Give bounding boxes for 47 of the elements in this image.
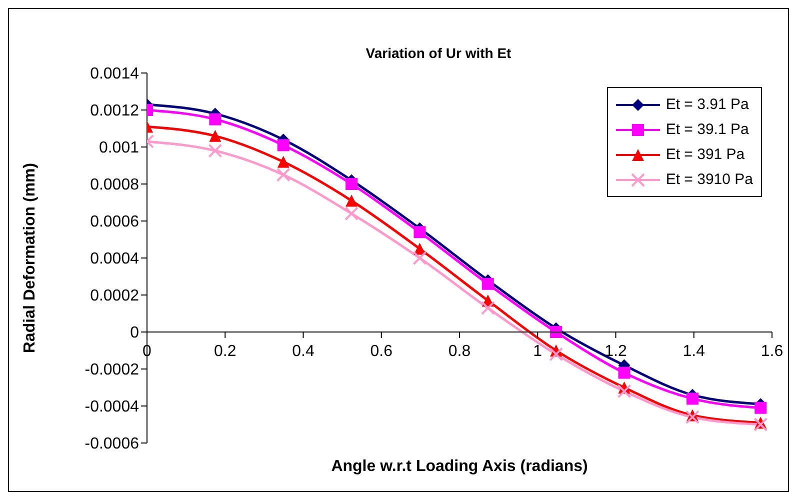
point — [482, 278, 494, 290]
legend-label: Et = 3.91 Pa — [666, 96, 749, 113]
y-tick-label: 0.0012 — [90, 102, 140, 120]
y-tick-label: -0.0004 — [84, 398, 140, 416]
chart-title: Variation of Ur with Et — [364, 45, 512, 61]
point — [344, 206, 359, 221]
point — [346, 178, 358, 190]
point — [346, 194, 358, 207]
y-tick-label: 0.0002 — [90, 288, 140, 305]
x-tick-label: 1.2 — [604, 343, 627, 360]
point — [209, 113, 222, 126]
point — [414, 226, 426, 238]
x-axis-title: Angle w.r.t Loading Axis (radians) — [331, 458, 588, 475]
y-tick-label: 0.0008 — [90, 176, 140, 194]
x-tick-label: 0.6 — [370, 343, 393, 360]
x-tick-label: 1.6 — [760, 343, 784, 360]
x-tick-label: 1.4 — [682, 343, 706, 360]
point — [549, 347, 564, 362]
x-tick-label: 0.4 — [292, 343, 314, 360]
y-tick-label: -0.0006 — [84, 436, 140, 453]
point — [685, 410, 700, 424]
x-tick-label: 0.2 — [214, 343, 236, 360]
point — [208, 144, 222, 158]
legend-label: Et = 3910 Pa — [666, 171, 753, 188]
y-tick-label: 0.001 — [98, 140, 140, 157]
point — [277, 139, 290, 152]
x-tick-label: 0.8 — [448, 343, 471, 360]
y-tick-label: 0.0014 — [90, 66, 140, 83]
x-tick-label: 1 — [533, 343, 542, 360]
point — [276, 168, 290, 182]
point — [412, 251, 427, 265]
point — [277, 156, 290, 168]
point — [480, 300, 495, 315]
legend-label: Et = 391 Pa — [666, 146, 745, 163]
y-tick-label: -0.0002 — [84, 362, 140, 379]
point — [550, 326, 562, 338]
y-tick-label: 0 — [130, 324, 140, 342]
point — [754, 418, 768, 432]
y-tick-label: 0.0006 — [90, 214, 140, 231]
y-tick-label: 0.0004 — [90, 250, 140, 268]
y-axis-title: Radial Deformation (mm) — [22, 162, 39, 354]
legend-label: Et = 39.1 Pa — [666, 121, 749, 138]
point — [209, 130, 222, 142]
point — [686, 392, 698, 405]
point — [754, 402, 767, 414]
point — [618, 366, 630, 379]
point — [617, 384, 632, 398]
